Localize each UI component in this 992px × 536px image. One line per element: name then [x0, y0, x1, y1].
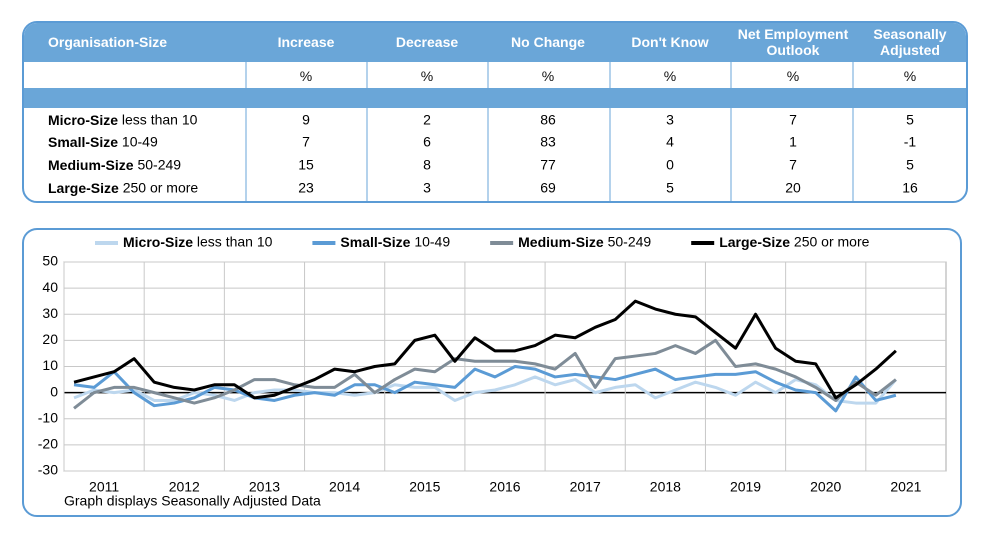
table-value: 4 — [666, 134, 674, 150]
table-value: 23 — [298, 180, 314, 196]
table-value: 8 — [423, 157, 431, 173]
header-cell: Seasonally Adjusted — [873, 26, 947, 58]
series-line — [73, 338, 897, 410]
y-tick-label: 20 — [42, 331, 58, 347]
x-tick-label: 2015 — [409, 479, 440, 495]
x-tick-label: 2016 — [489, 479, 520, 495]
table-frame — [22, 21, 968, 203]
table-value: 5 — [666, 180, 674, 196]
header-cell: No Change — [511, 34, 585, 50]
table-value: 5 — [906, 112, 914, 128]
y-tick-label: 0 — [50, 383, 58, 399]
table-value: 20 — [785, 180, 801, 196]
table-header-bg — [24, 23, 966, 62]
x-tick-label: 2014 — [329, 479, 360, 495]
x-tick-label: 2018 — [650, 479, 681, 495]
header-cell: Organisation-Size — [48, 34, 168, 50]
table-value: 83 — [540, 134, 556, 150]
unit-cell: % — [420, 68, 434, 84]
table-value: 9 — [302, 112, 310, 128]
row-label: Micro-Size less than 10 — [48, 112, 198, 128]
legend-label: Medium-Size 50-249 — [518, 234, 651, 250]
row-label: Small-Size 10-49 — [48, 134, 158, 150]
table-value: 0 — [666, 157, 674, 173]
legend-label: Large-Size 250 or more — [719, 234, 869, 250]
table-value: 5 — [906, 157, 914, 173]
table-value: 7 — [789, 157, 797, 173]
table-value: 69 — [540, 180, 556, 196]
table-value: 1 — [789, 134, 797, 150]
chart-note: Graph displays Seasonally Adjusted Data — [64, 493, 321, 509]
y-tick-label: 50 — [42, 253, 58, 269]
header-cell: Don't Know — [631, 34, 709, 50]
table-value: 77 — [540, 157, 556, 173]
legend-label: Micro-Size less than 10 — [123, 234, 273, 250]
y-tick-label: -20 — [38, 436, 58, 452]
series-line — [73, 375, 898, 405]
table-value: 3 — [423, 180, 431, 196]
unit-cell: % — [541, 68, 555, 84]
table-value: -1 — [904, 134, 917, 150]
table-value: 15 — [298, 157, 314, 173]
unit-cell: % — [903, 68, 917, 84]
y-tick-label: -30 — [38, 462, 58, 478]
header-cell: Increase — [277, 34, 335, 50]
row-label: Medium-Size 50-249 — [48, 157, 181, 173]
x-tick-label: 2019 — [730, 479, 761, 495]
x-tick-label: 2021 — [890, 479, 921, 495]
table-value: 7 — [789, 112, 797, 128]
header-cell: Decrease — [395, 34, 459, 50]
y-tick-label: -10 — [38, 409, 58, 425]
x-tick-label: 2020 — [810, 479, 841, 495]
table-value: 16 — [902, 180, 918, 196]
y-tick-label: 30 — [42, 305, 58, 321]
unit-cell: % — [786, 68, 800, 84]
chart-frame — [22, 228, 962, 517]
x-tick-label: 2011 — [89, 479, 119, 495]
header-cell: Net Employment Outlook — [737, 26, 849, 58]
unit-cell: % — [663, 68, 677, 84]
series-line — [73, 299, 897, 400]
legend-label: Small-Size 10-49 — [340, 234, 450, 250]
y-tick-label: 40 — [42, 279, 58, 295]
table-value: 86 — [540, 112, 556, 128]
table-value: 2 — [423, 112, 431, 128]
table-value: 6 — [423, 134, 431, 150]
table-value: 3 — [666, 112, 674, 128]
table-value: 7 — [302, 134, 310, 150]
y-tick-label: 10 — [42, 357, 58, 373]
x-tick-label: 2017 — [570, 479, 601, 495]
x-tick-label: 2012 — [169, 479, 200, 495]
unit-cell: % — [299, 68, 313, 84]
x-tick-label: 2013 — [249, 479, 280, 495]
row-label: Large-Size 250 or more — [48, 180, 198, 196]
table-band — [24, 88, 966, 108]
series-line — [73, 365, 897, 413]
